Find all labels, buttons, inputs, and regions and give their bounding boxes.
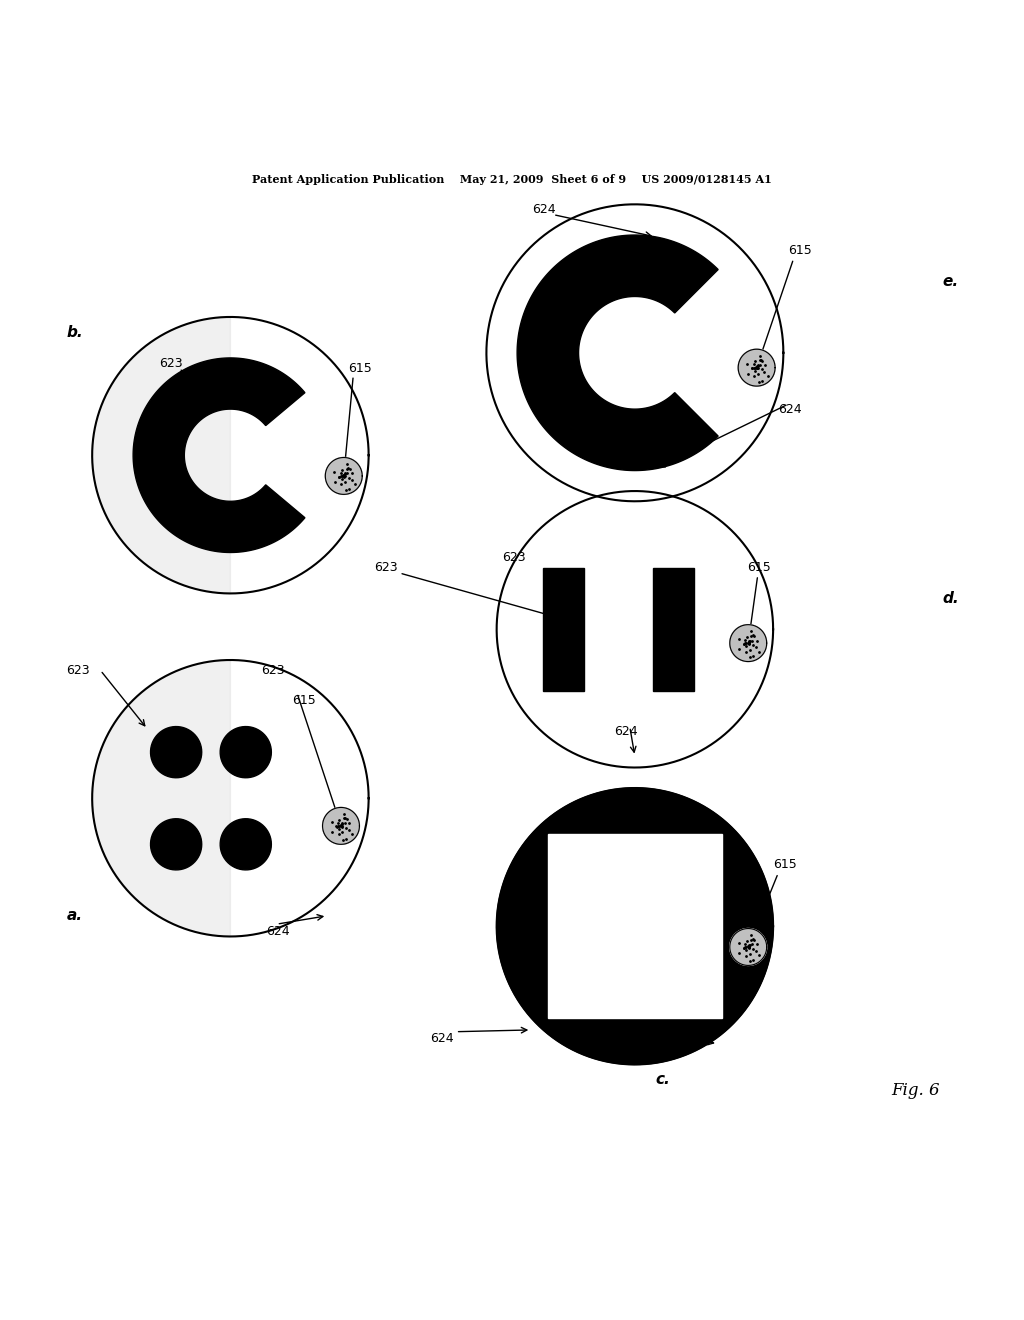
- Polygon shape: [517, 235, 718, 470]
- Polygon shape: [738, 350, 775, 385]
- Text: 615: 615: [292, 694, 315, 708]
- Polygon shape: [326, 458, 362, 495]
- Text: 624: 624: [430, 1032, 454, 1045]
- Text: 624: 624: [266, 925, 290, 937]
- Text: 624: 624: [532, 203, 556, 216]
- Text: b.: b.: [67, 325, 83, 339]
- Text: 623: 623: [502, 552, 525, 564]
- Text: Patent Application Publication    May 21, 2009  Sheet 6 of 9    US 2009/0128145 : Patent Application Publication May 21, 2…: [252, 174, 772, 185]
- Polygon shape: [92, 660, 369, 936]
- Bar: [548, 834, 722, 1019]
- Text: 623: 623: [261, 664, 285, 677]
- Bar: [543, 568, 584, 690]
- Polygon shape: [326, 458, 362, 495]
- Text: 624: 624: [778, 403, 802, 416]
- Text: c.: c.: [655, 1072, 670, 1088]
- Polygon shape: [497, 788, 773, 1064]
- Polygon shape: [92, 317, 230, 594]
- Polygon shape: [486, 205, 783, 502]
- Text: 615: 615: [348, 362, 372, 375]
- Bar: [653, 568, 694, 690]
- Text: 623: 623: [159, 356, 182, 370]
- Text: a.: a.: [67, 908, 83, 924]
- Polygon shape: [220, 726, 271, 777]
- Text: d.: d.: [942, 591, 958, 606]
- Polygon shape: [497, 491, 773, 767]
- Text: 624: 624: [614, 725, 638, 738]
- Text: 615: 615: [773, 858, 797, 871]
- Text: 615: 615: [748, 561, 771, 574]
- Polygon shape: [323, 808, 359, 845]
- Text: Fig. 6: Fig. 6: [891, 1081, 939, 1098]
- Polygon shape: [92, 317, 369, 594]
- Polygon shape: [220, 818, 271, 870]
- Polygon shape: [738, 350, 775, 385]
- Text: e.: e.: [942, 273, 958, 289]
- Text: 623: 623: [67, 664, 90, 677]
- Text: 624: 624: [635, 1032, 658, 1045]
- Polygon shape: [151, 726, 202, 777]
- Polygon shape: [323, 808, 359, 845]
- Text: 615: 615: [788, 244, 812, 257]
- Polygon shape: [730, 624, 767, 661]
- Polygon shape: [730, 624, 767, 661]
- Polygon shape: [730, 928, 767, 965]
- Polygon shape: [92, 660, 230, 936]
- Polygon shape: [730, 928, 767, 965]
- Text: 623: 623: [374, 561, 397, 574]
- Polygon shape: [151, 818, 202, 870]
- Polygon shape: [133, 358, 305, 553]
